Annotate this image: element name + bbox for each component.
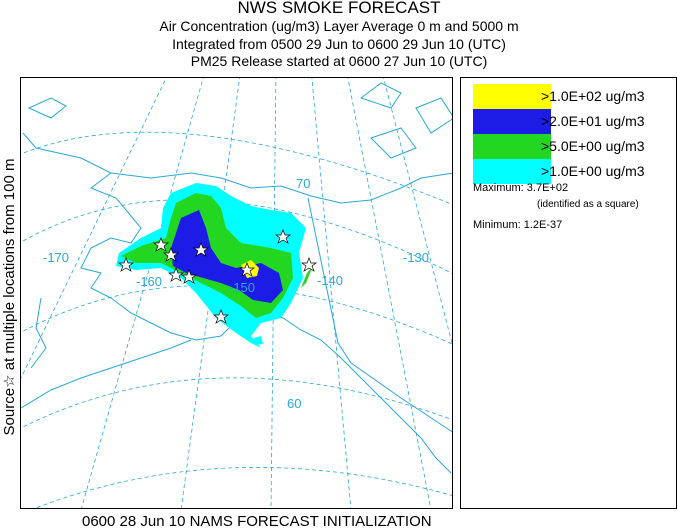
legend-label-5: >5.0E+00 ug/m3 [541,138,645,154]
lat-line-55 [34,467,452,508]
aleutian-chain [21,339,192,409]
source-star [167,267,185,282]
meridian-lines [21,78,452,508]
maximum-note: (identified as a square) [537,199,639,210]
legend-swatch-green [473,134,551,159]
contour-eastern-plume [301,266,313,288]
legend-label-20: >2.0E+01 ug/m3 [541,113,645,129]
source-star [238,262,256,277]
alaska-mainland-coast [22,132,452,474]
meridian-180 [21,78,167,379]
legend-label-1: >1.0E+00 ug/m3 [541,163,645,179]
label-lon-160: -160 [136,274,162,289]
source-star [117,257,135,272]
maximum-value: Maximum: 3.7E+02 [473,182,569,194]
lat-line-75 [21,131,452,205]
legend-swatch-cyan [473,159,551,184]
label-lon-170: -170 [43,250,69,265]
lat-line-65 [21,284,452,345]
island-coast [27,97,67,119]
meridian-150 [270,78,277,508]
meridian-160 [180,78,241,508]
legend-swatch-yellow [473,84,551,109]
legend-row-20: >2.0E+01 ug/m3 [473,109,673,134]
smoke-contours [116,183,313,348]
arctic-coast [110,172,452,204]
source-star [212,309,230,324]
meridian-120 [383,78,452,345]
contour-20-ugm3 [171,210,283,303]
legend-label-100: >1.0E+02 ug/m3 [541,88,645,104]
coastlines [21,82,452,474]
arctic-island-1 [359,82,402,109]
label-lon-140: -140 [317,273,343,288]
source-side-label: Source☆ at multiple locations from 100 m [1,158,18,436]
label-lat-60: 60 [287,396,301,411]
forecast-title: NWS SMOKE FORECAST [237,0,441,17]
legend-swatch-blue [473,109,551,134]
release-start: PM25 Release started at 0600 27 Jun 10 (… [190,53,488,69]
meridian-140 [311,78,352,508]
source-star [300,257,318,272]
source-star [274,229,292,244]
label-lon-130: -130 [403,250,429,265]
map-panel: -170 -160 -150 -140 -130 70 60 [20,77,453,509]
meridian-170 [81,78,204,508]
source-markers [117,229,318,324]
lat-line-60 [21,377,452,429]
arctic-island-3 [370,127,417,159]
label-lon-150: -150 [229,280,255,295]
source-star [152,237,170,252]
alaska-canada-border [307,197,452,433]
legend-panel: >1.0E+02 ug/m3 >2.0E+01 ug/m3 >5.0E+00 u… [460,77,677,509]
smoke-map: -170 -160 -150 -140 -130 70 60 [21,78,452,508]
meridian-130 [347,78,432,508]
legend-row-1: >1.0E+00 ug/m3 [473,159,673,184]
source-star [180,269,198,284]
legend-row-5: >5.0E+00 ug/m3 [473,134,673,159]
minimum-value: Minimum: 1.2E-37 [473,219,563,231]
western-coast [30,297,47,369]
integration-period: Integrated from 0500 29 Jun to 0600 29 J… [172,36,506,52]
arctic-island-2 [415,97,452,134]
label-lat-70: 70 [296,176,310,191]
contour-small-patch [254,336,263,345]
legend-row-100: >1.0E+02 ug/m3 [473,84,673,109]
concentration-subtitle: Air Concentration (ug/m3) Layer Average … [159,18,519,34]
forecast-initialization: 0600 28 Jun 10 NAMS FORECAST INITIALIZAT… [82,513,432,530]
source-star [192,242,210,257]
source-star [162,247,180,262]
